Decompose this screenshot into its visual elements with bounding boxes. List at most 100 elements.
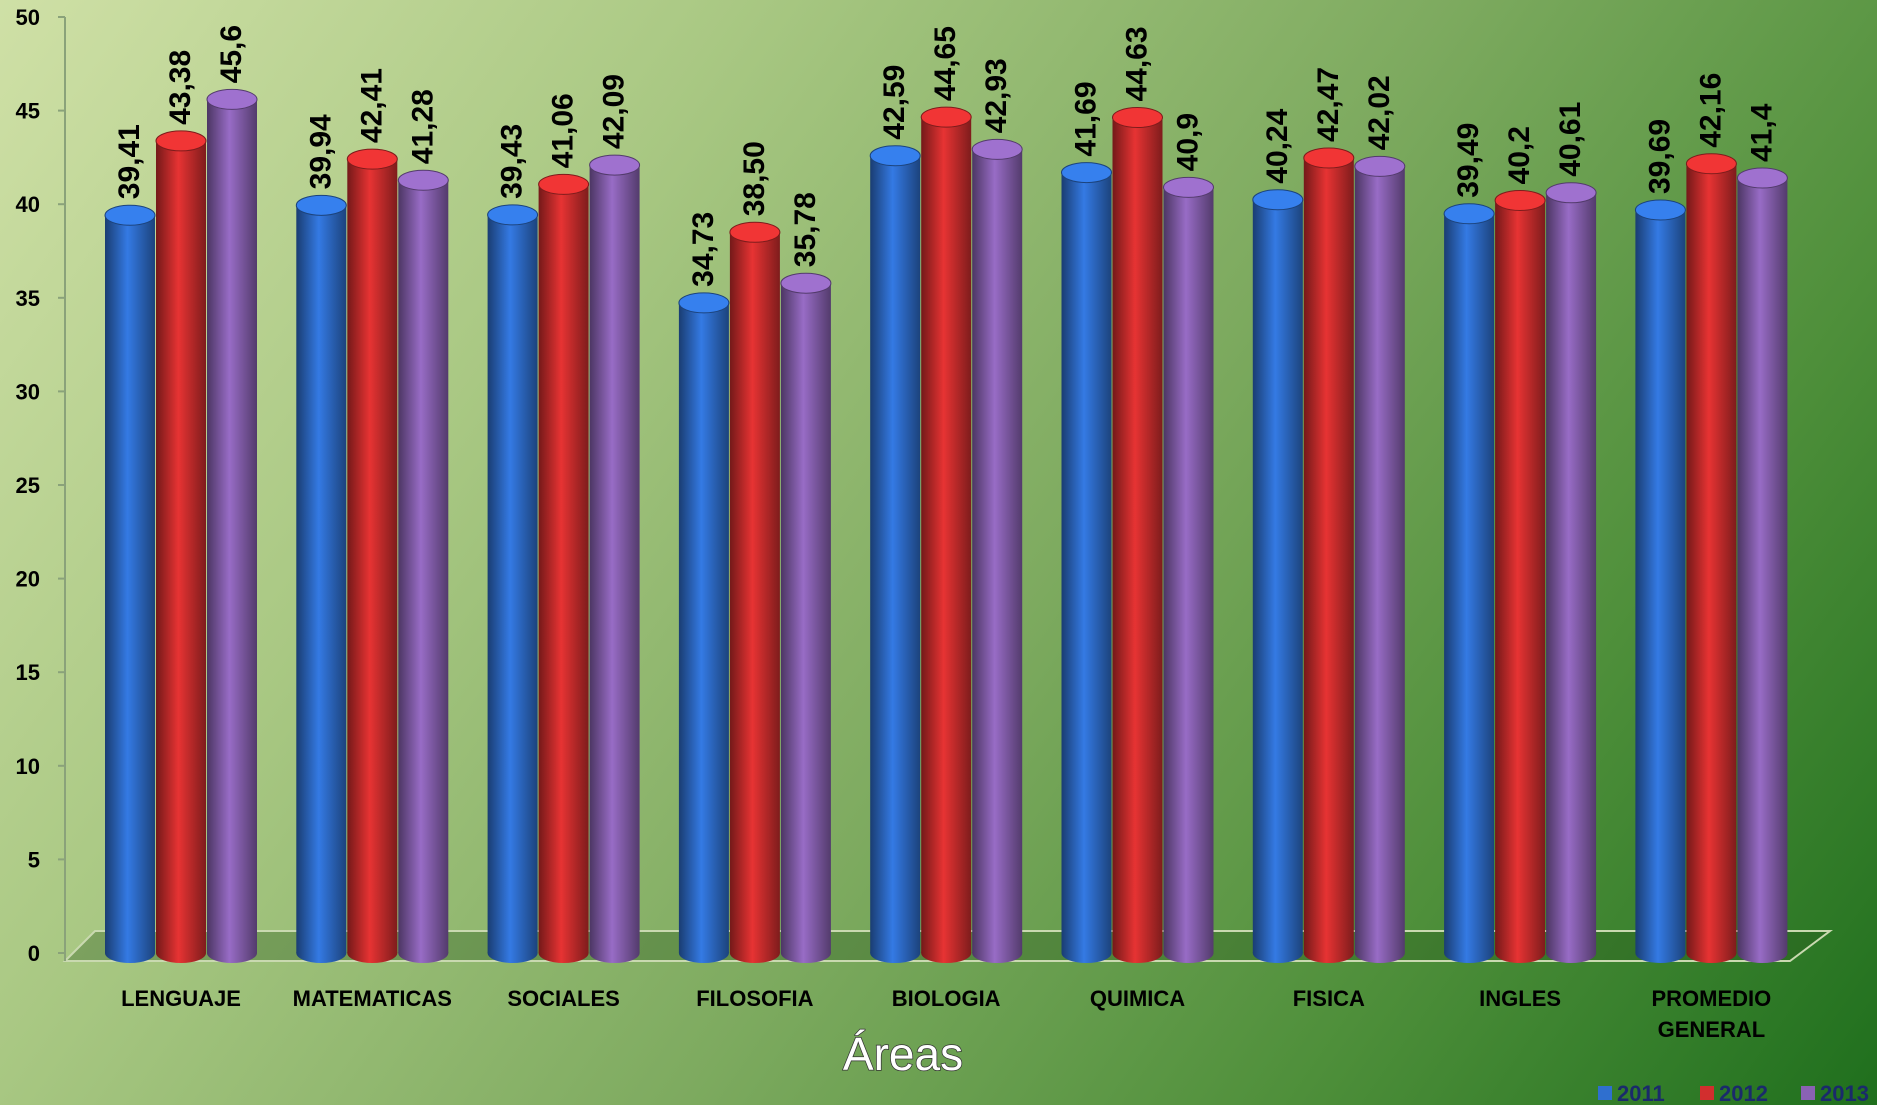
bar-body [729,232,780,953]
data-label: 44,63 [1121,26,1154,101]
bar-top [1252,189,1304,211]
bar-base [1495,943,1546,963]
bar-base [780,943,831,963]
bar-body [589,165,640,953]
bar-base [1546,943,1597,963]
y-tick-label: 30 [16,379,40,404]
x-tick-label: FILOSOFIA [696,986,813,1011]
x-tick-label: QUIMICA [1090,986,1185,1011]
y-tick-label: 10 [16,754,40,779]
bar-base [1163,943,1214,963]
bar-top [1303,147,1355,169]
bar-body [1686,163,1737,954]
bar-base [1303,943,1354,963]
bar-top [869,145,921,167]
bar-body [1112,117,1163,954]
bar-body [207,99,257,954]
bar-base [1112,943,1163,963]
legend-swatch [1801,1086,1815,1100]
legend-label: 2011 [1617,1081,1665,1105]
y-tick-label: 25 [16,473,40,498]
x-tick-label: FISICA [1293,986,1365,1011]
data-label: 41,06 [547,93,580,168]
bar-body [870,155,921,953]
bar-base [487,943,538,963]
y-tick-label: 35 [16,286,40,311]
bar-2011 [487,204,539,963]
bar-body [678,302,729,954]
bars-layer [104,88,1788,963]
bar-2011 [678,292,730,963]
bar-2013 [589,154,641,963]
x-tick-label: SOCIALES [507,986,619,1011]
data-label: 45,6 [215,25,248,83]
y-tick-label: 45 [16,99,40,124]
bar-2013 [1736,167,1788,963]
bar-base [347,943,398,963]
bar-base [105,943,155,963]
labels-layer: 39,41 43,38 45,6 39,94 42,41 41,28 39,43 41,06 4… [113,25,1778,287]
bar-body [1635,210,1686,954]
bar-base [870,943,921,963]
data-label: 41,4 [1745,103,1778,162]
bar-base [589,943,640,963]
bar-top [678,292,730,314]
bar-body [398,180,449,953]
data-label: 42,41 [355,68,388,143]
y-tick-label: 20 [16,567,40,592]
bar-2011 [1252,189,1304,963]
bar-2011 [1634,199,1686,963]
y-tick-label: 40 [16,192,40,217]
bar-top [538,173,590,195]
x-tick-label: BIOLOGIA [892,986,1001,1011]
bar-body [1444,213,1495,953]
bar-body [347,159,398,954]
bar-top [104,204,156,226]
bar-body [1163,187,1214,954]
bar-top [971,138,1023,160]
legend-label: 2012 [1719,1081,1768,1105]
bar-top [487,204,539,226]
legend-item-2012: 2012 [1700,1081,1768,1105]
x-tick-label: PROMEDIO [1652,986,1772,1011]
bar-base [1354,943,1405,963]
x-tick-label: MATEMATICAS [293,986,452,1011]
data-label: 41,28 [406,89,439,164]
bar-top [1634,199,1686,221]
data-label: 42,93 [980,58,1013,133]
x-tick-label: INGLES [1479,986,1561,1011]
bar-body [1354,166,1405,953]
bar-top [1061,162,1112,184]
y-tick-label: 5 [28,847,40,872]
bar-base [1635,943,1686,963]
bar-body [105,215,155,953]
y-tick-label: 50 [16,5,40,30]
bar-2012 [346,148,398,963]
bar-2013 [1354,155,1406,963]
bar-top [1163,176,1214,198]
bar-2012 [155,130,207,963]
legend-swatch [1700,1086,1714,1100]
x-tick-label: LENGUAJE [121,986,241,1011]
bar-base [296,943,347,963]
bar-2012 [1112,107,1163,963]
bar-base [207,943,257,963]
bar-top [1685,153,1737,175]
bar-body [296,205,347,954]
bar-body [1737,177,1788,953]
bar-body [1061,172,1112,953]
bar-top [1494,189,1546,211]
data-label: 38,50 [738,141,771,216]
data-label: 42,02 [1363,75,1396,150]
bar-2013 [780,272,832,963]
data-label: 39,41 [113,124,146,199]
y-tick-label: 15 [16,660,40,685]
bar-top [920,106,972,128]
data-label: 42,16 [1694,73,1727,148]
legend-label: 2013 [1820,1081,1869,1105]
bar-body [1303,157,1354,953]
bar-top [155,130,207,152]
bar-top [1354,155,1406,177]
data-label: 40,2 [1503,126,1536,184]
